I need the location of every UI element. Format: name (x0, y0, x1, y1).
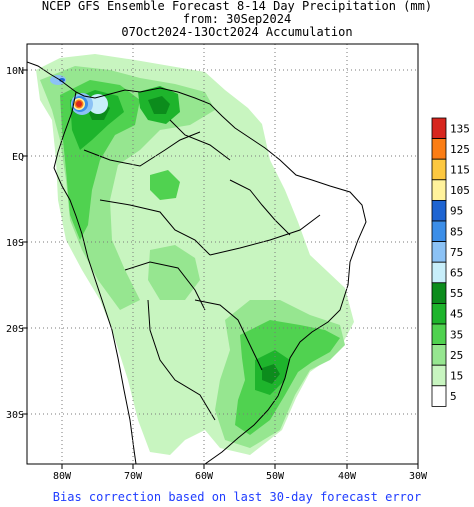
zone-55mm-venezuela (148, 96, 170, 114)
lat-label-eq: EQ (12, 152, 24, 163)
bias-correction-note: Bias correction based on last 30-day for… (52, 490, 422, 504)
coastlines-and-borders (27, 61, 367, 464)
lat-label-20s: 20S (6, 324, 24, 335)
legend-label-55: 55 (450, 287, 463, 300)
lat-label-10s: 10S (6, 238, 24, 249)
lon-label-40w: 40W (338, 471, 357, 482)
accumulation-period: 07Oct2024-13Oct2024 Accumulation (121, 25, 353, 39)
lon-label-30w: 30W (409, 471, 428, 482)
lon-label-50w: 50W (266, 471, 285, 482)
legend-swatch-85 (431, 220, 447, 243)
zone-75mm-panama (50, 75, 66, 85)
legend-swatch-65 (431, 261, 447, 284)
legend-swatch-115 (431, 158, 447, 181)
legend-label-35: 35 (450, 328, 463, 341)
legend-swatch-45 (431, 302, 447, 325)
legend-swatch-95 (431, 199, 447, 222)
zone-65mm (88, 94, 108, 114)
legend-label-85: 85 (450, 225, 463, 238)
zone-35mm-southeast (235, 320, 340, 435)
legend-label-65: 65 (450, 267, 463, 280)
legend-label-95: 95 (450, 205, 463, 218)
legend-label-75: 75 (450, 246, 463, 259)
color-legend: 135 125 115 105 95 85 75 65 55 45 35 25 15 5 (431, 117, 470, 407)
zone-35mm-amazon (150, 170, 180, 200)
legend-swatch-15 (431, 364, 447, 387)
lon-label-80w: 80W (53, 471, 72, 482)
legend-label-105: 105 (450, 184, 470, 197)
legend-swatch-105 (431, 179, 447, 201)
precipitation-shading (36, 54, 354, 455)
zone-135mm (76, 101, 82, 107)
legend-label-5: 5 (450, 390, 457, 403)
lat-label-30s: 30S (6, 410, 24, 421)
legend-swatch-5 (431, 385, 447, 407)
legend-label-25: 25 (450, 349, 463, 362)
legend-label-135: 135 (450, 122, 470, 135)
lon-label-60w: 60W (195, 471, 214, 482)
map-title: NCEP GFS Ensemble Forecast 8-14 Day Prec… (41, 0, 433, 13)
legend-label-125: 125 (450, 143, 470, 156)
legend-swatch-55 (431, 282, 447, 304)
zone-25mm-central (148, 245, 200, 300)
legend-swatch-25 (431, 344, 447, 366)
legend-label-45: 45 (450, 308, 463, 321)
legend-swatch-75 (431, 241, 447, 263)
legend-swatch-125 (431, 138, 447, 160)
legend-label-115: 115 (450, 164, 470, 177)
plot-frame (26, 43, 419, 465)
lon-label-70w: 70W (124, 471, 143, 482)
tick-marks (22, 69, 419, 469)
forecast-start-date: from: 30Sep2024 (182, 12, 292, 26)
legend-swatch-135 (431, 117, 447, 140)
lat-label-10n: 10N (6, 66, 24, 77)
legend-label-15: 15 (450, 370, 463, 383)
legend-swatch-35 (431, 323, 447, 346)
